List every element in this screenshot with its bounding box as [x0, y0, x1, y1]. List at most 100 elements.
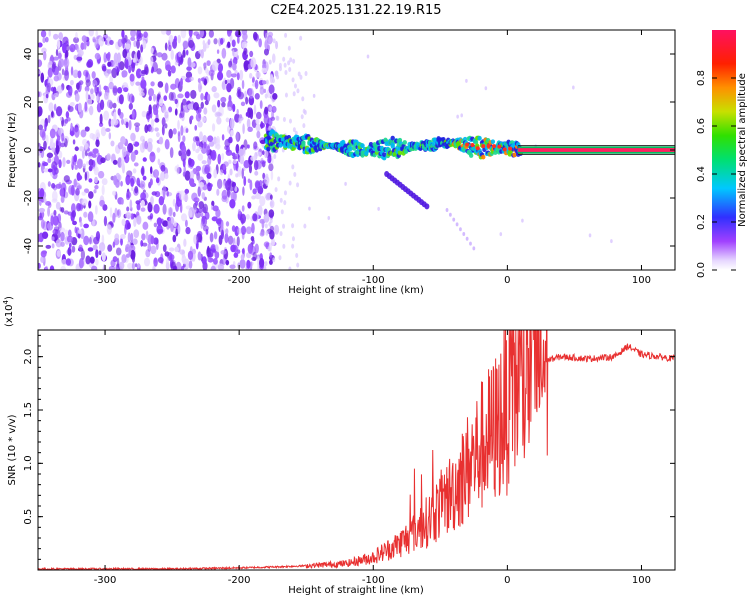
heatmap-noise-cell — [237, 209, 241, 215]
heatmap-noise-cell — [125, 212, 132, 219]
heatmap-noise-cell — [55, 145, 60, 155]
heatmap-noise-cell — [112, 159, 118, 165]
heatmap-noise-cell — [117, 86, 123, 94]
heatmap-noise-cell — [144, 124, 149, 134]
heatmap-noise-cell — [53, 103, 57, 112]
heatmap-noise-cell — [201, 116, 206, 123]
heatmap-noise-cell — [232, 190, 237, 202]
heatmap-noise-cell — [80, 249, 86, 261]
heatmap-noise-cell — [237, 227, 242, 235]
heatmap-noise-cell — [89, 132, 95, 139]
heatmap-noise-cell — [168, 247, 175, 252]
heatmap-noise-cell — [270, 116, 276, 121]
heatmap-noise-cell — [231, 39, 236, 48]
heatmap-noise-cell — [88, 165, 93, 172]
heatmap-noise-cell — [216, 49, 220, 54]
heatmap-noise-cell — [216, 188, 220, 196]
heatmap-noise-cell — [240, 254, 245, 261]
heatmap-noise-cell — [134, 122, 141, 127]
heatmap-noise-cell — [189, 76, 194, 82]
heatmap-noise-cell — [271, 53, 276, 64]
heatmap-noise-cell — [182, 98, 187, 106]
heatmap-noise-cell — [199, 30, 205, 38]
heatmap-noise-cell — [122, 38, 125, 49]
heatmap-noise-cell — [268, 125, 272, 131]
heatmap-noise-cell — [182, 158, 186, 168]
heatmap-signal-cell — [481, 144, 486, 149]
heatmap-noise-cell — [268, 36, 273, 45]
heatmap-signal-cell — [465, 142, 470, 147]
heatmap-noise-cell — [160, 164, 166, 172]
heatmap-noise-cell — [174, 98, 178, 105]
heatmap-noise-cell — [283, 190, 287, 196]
heatmap-noise-cell — [78, 244, 83, 252]
heatmap-noise-cell — [88, 159, 94, 167]
heatmap-noise-cell — [288, 118, 292, 124]
heatmap-noise-cell — [259, 231, 265, 237]
heatmap-noise-cell — [153, 237, 159, 245]
heatmap-noise-cell — [133, 217, 137, 228]
heatmap-noise-cell — [221, 153, 225, 161]
heatmap-signal-cell — [448, 212, 452, 217]
heatmap-noise-cell — [182, 135, 186, 143]
heatmap-noise-cell — [299, 74, 303, 80]
heatmap-signal-cell — [490, 139, 496, 145]
heatmap-noise-cell — [48, 60, 53, 66]
heatmap-noise-cell — [208, 69, 215, 77]
heatmap-noise-cell — [211, 200, 215, 207]
heatmap-noise-cell — [109, 75, 113, 84]
heatmap-noise-cell — [236, 131, 239, 143]
heatmap-noise-cell — [43, 168, 50, 173]
heatmap-noise-cell — [465, 78, 468, 83]
heatmap-noise-cell — [65, 258, 72, 266]
heatmap-noise-cell — [176, 164, 180, 175]
heatmap-noise-cell — [64, 118, 69, 124]
heatmap-noise-cell — [259, 86, 265, 95]
heatmap-noise-cell — [125, 121, 129, 129]
heatmap-noise-cell — [86, 98, 93, 106]
heatmap-noise-cell — [265, 173, 269, 179]
heatmap-noise-cell — [74, 146, 79, 152]
heatmap-noise-cell — [287, 45, 291, 51]
heatmap-noise-cell — [142, 175, 147, 181]
heatmap-noise-cell — [95, 139, 100, 148]
heatmap-noise-cell — [95, 258, 99, 266]
heatmap-noise-cell — [259, 100, 263, 109]
heatmap-noise-cell — [204, 100, 209, 106]
heatmap-noise-cell — [103, 57, 108, 63]
heatmap-noise-cell — [131, 262, 135, 270]
heatmap-noise-cell — [101, 184, 105, 196]
heatmap-noise-cell — [236, 72, 240, 81]
heatmap-noise-cell — [182, 259, 188, 265]
heatmap-noise-cell — [173, 35, 178, 43]
heatmap-noise-cell — [194, 124, 198, 131]
heatmap-noise-cell — [103, 85, 108, 91]
heatmap-noise-cell — [211, 123, 216, 132]
heatmap-noise-cell — [521, 218, 524, 223]
heatmap-noise-cell — [202, 40, 206, 46]
heatmap-noise-cell — [172, 234, 177, 243]
heatmap-noise-cell — [81, 198, 88, 206]
heatmap-noise-cell — [84, 171, 88, 181]
heatmap-noise-cell — [185, 49, 189, 56]
heatmap-noise-cell — [119, 261, 125, 270]
heatmap-noise-cell — [213, 38, 218, 45]
heatmap-noise-cell — [117, 174, 122, 181]
heatmap-noise-cell — [52, 61, 57, 70]
heatmap-noise-cell — [179, 249, 185, 255]
heatmap-noise-cell — [246, 144, 250, 149]
heatmap-noise-cell — [47, 114, 51, 124]
heatmap-noise-cell — [269, 201, 273, 207]
heatmap-noise-cell — [168, 106, 173, 113]
heatmap-noise-cell — [264, 106, 269, 115]
heatmap-noise-cell — [214, 244, 219, 251]
heatmap-noise-cell — [253, 160, 259, 171]
heatmap-noise-cell — [66, 235, 74, 243]
heatmap-noise-cell — [122, 48, 128, 59]
heatmap-noise-cell — [64, 229, 69, 237]
colorbar-tick-label: 0.8 — [696, 70, 707, 86]
heatmap-noise-cell — [284, 92, 288, 98]
heatmap-noise-cell — [272, 92, 278, 100]
heatmap-noise-cell — [47, 202, 52, 208]
